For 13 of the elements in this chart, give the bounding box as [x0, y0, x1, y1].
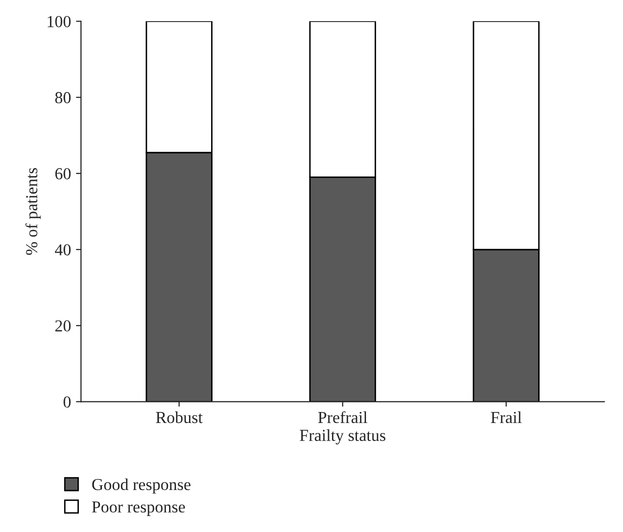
y-tick-label: 40: [54, 244, 71, 256]
x-tick-label: Frail: [490, 411, 522, 424]
x-tick-label: Robust: [156, 411, 203, 424]
y-tick-label: 100: [48, 16, 71, 28]
x-tick-label: Prefrail: [318, 411, 368, 424]
y-tick-label: 20: [55, 320, 71, 332]
x-axis-title: Frailty status: [300, 429, 386, 444]
legend-label: Good response: [92, 478, 190, 494]
y-tick-label: 60: [55, 168, 71, 180]
legend-label: Poor response: [92, 501, 185, 516]
y-axis-title: % of patients: [25, 168, 41, 255]
y-tick-label: 80: [55, 92, 71, 104]
y-tick-label: 0: [64, 396, 71, 408]
